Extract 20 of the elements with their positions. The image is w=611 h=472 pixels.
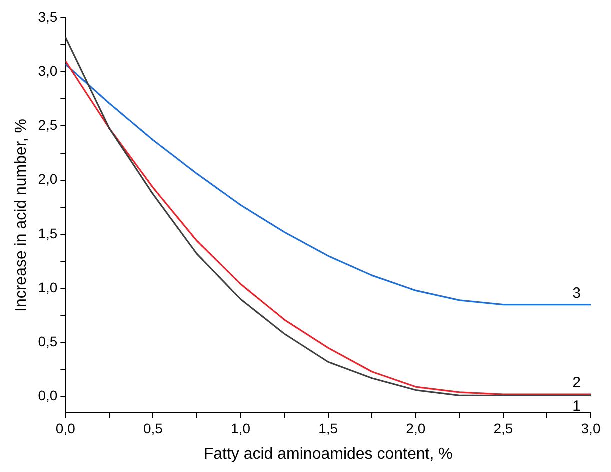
x-tick-label: 2,5 [494,420,514,436]
series-label: 3 [572,284,581,302]
x-tick-label: 0,0 [56,420,76,436]
y-tick-label: 1,0 [38,279,58,296]
x-tick-label: 3,0 [581,420,601,436]
y-tick-label: 3,5 [38,8,58,25]
series-label: 1 [572,398,581,415]
y-tick-label: 0,5 [38,334,58,350]
x-tick-label: 1,0 [231,420,251,436]
y-tick-label: 2,0 [38,171,58,188]
y-axis-title: Increase in acid number, % [13,119,30,312]
y-tick-label: 2,5 [38,117,58,134]
y-tick-label: 0,0 [38,388,58,404]
series-label: 2 [572,374,581,392]
y-tick-label: 3,0 [38,62,58,79]
x-tick-label: 0,5 [143,420,164,436]
x-tick-label: 2,0 [406,420,426,436]
y-tick-label: 1,5 [38,225,58,242]
x-axis-title: Fatty acid aminoamides content, % [204,446,453,463]
x-tick-label: 1,5 [318,420,338,436]
